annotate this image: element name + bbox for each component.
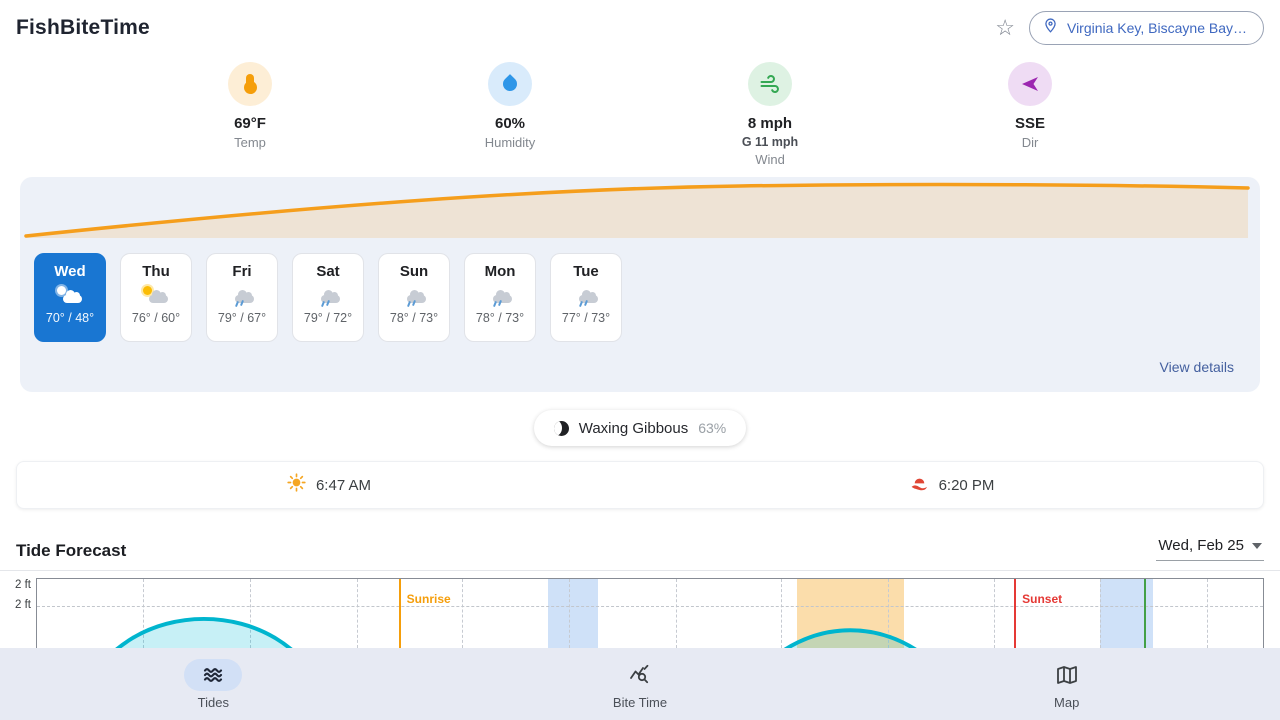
stat-temperature: 69°F Temp [120,62,380,167]
nav-label-map: Map [1054,694,1080,710]
sun-times-bar: 6:47 AM 6:20 PM [16,461,1264,509]
moon-phase-label: Waxing Gibbous [578,419,689,437]
direction-label: Dir [1021,135,1039,150]
temp-label: Temp [234,135,266,150]
day-temps: 77° / 73° [561,311,611,325]
rain-cloud-icon [399,288,429,308]
day-card-tue[interactable]: Tue 77° / 73° [550,253,622,342]
bottom-nav: Tides Bite Time Map [0,648,1280,720]
view-details-link[interactable]: View details [1159,359,1234,375]
sunrise-marker-label: Sunrise [406,592,451,606]
moon-phase-pill[interactable]: Waxing Gibbous 63% [533,410,747,446]
nav-arrow-icon [1008,62,1052,106]
sunset-group: 6:20 PM [640,472,1263,498]
sunset-icon [909,472,930,498]
sun-cloud-icon [55,286,85,305]
day-name: Fri [232,263,252,280]
day-name: Thu [142,263,170,280]
day-card-wed[interactable]: Wed 70° / 48° [34,253,106,342]
day-name: Sun [399,263,429,280]
rain-cloud-icon [227,288,257,308]
app-title: FishBiteTime [16,16,150,39]
thermometer-icon [228,62,272,106]
forecast-day-cards: Wed 70° / 48° Thu 76° / 60° Fri 79° / 67… [20,241,1260,342]
rain-cloud-icon [571,288,601,308]
day-temps: 78° / 73° [389,311,439,325]
rain-cloud-icon [485,288,515,308]
nav-item-map[interactable]: Map [853,648,1280,720]
day-card-sun[interactable]: Sun 78° / 73° [378,253,450,342]
tide-section-header: Tide Forecast Wed, Feb 25 [0,537,1280,571]
sunrise-group: 6:47 AM [17,472,640,498]
sunset-marker-label: Sunset [1022,592,1063,606]
humidity-value: 60% [494,115,526,132]
day-card-mon[interactable]: Mon 78° / 73° [464,253,536,342]
wind-value: 8 mph [747,115,793,132]
moon-illumination: 63% [698,420,727,436]
wind-icon [748,62,792,106]
day-temps: 70° / 48° [45,311,95,325]
sunset-time: 6:20 PM [938,476,995,494]
wind-label: Wind [755,152,785,167]
tide-date-select[interactable]: Wed, Feb 25 [1156,537,1264,561]
stat-humidity: 60% Humidity [380,62,640,167]
temperature-curve [24,182,1250,238]
sunrise-time: 6:47 AM [315,476,372,494]
crescent-moon-icon [553,420,569,436]
forecast-panel: Wed 70° / 48° Thu 76° / 60° Fri 79° / 67… [20,177,1260,392]
wind-gust: G 11 mph [741,135,799,149]
night-band [1099,579,1153,648]
droplet-icon [488,62,532,106]
day-temps: 78° / 73° [475,311,525,325]
sunrise-marker-line [398,579,401,648]
day-card-sat[interactable]: Sat 79° / 72° [292,253,364,342]
waves-icon [184,658,243,691]
day-temps: 79° / 72° [303,311,353,325]
favorite-star-icon[interactable]: ☆ [995,15,1015,40]
night-band [547,579,599,648]
day-temps: 79° / 67° [217,311,267,325]
direction-value: SSE [1014,115,1045,132]
chevron-down-icon [1252,542,1262,549]
day-name: Wed [54,263,86,280]
sunset-marker-line [1014,579,1017,648]
nav-label-tides: Tides [197,694,229,710]
tide-plot-area[interactable]: Sunrise Sunset [36,578,1264,648]
day-temps: 76° / 60° [131,311,181,325]
tide-curve [115,616,917,648]
day-card-fri[interactable]: Fri 79° / 67° [206,253,278,342]
moon-row: Waxing Gibbous 63% [0,410,1280,446]
weather-stats-row: 69°F Temp 60% Humidity 8 mph G 11 mph Wi… [120,62,1160,167]
humidity-label: Humidity [484,135,536,150]
sunrise-sun-icon [286,472,307,498]
tide-title: Tide Forecast [16,541,127,560]
day-name: Sat [316,263,340,280]
day-name: Tue [573,263,599,280]
bite-chart-icon [611,659,669,691]
details-row: View details [20,342,1260,392]
stat-direction: SSE Dir [900,62,1160,167]
rain-cloud-icon [313,288,343,308]
sun-cloud-icon [141,286,171,305]
day-card-thu[interactable]: Thu 76° / 60° [120,253,192,342]
app-header: FishBiteTime ☆ Virginia Key, Biscayne Ba… [0,0,1280,56]
tide-y-axis: 2 ft 2 ft [0,578,36,648]
location-picker-button[interactable]: Virginia Key, Biscayne Bay… [1028,11,1264,45]
y-tick-label: 2 ft [15,579,31,591]
location-pin-icon [1042,17,1059,39]
gridline [37,606,1263,607]
y-tick-label: 2 ft [15,599,31,611]
map-icon [1038,659,1096,691]
stat-wind: 8 mph G 11 mph Wind [640,62,900,167]
tide-chart: 2 ft 2 ft Sunrise Sunset [0,578,1280,648]
selected-date: Wed, Feb 25 [1158,537,1244,554]
location-label: Virginia Key, Biscayne Bay… [1066,20,1247,36]
temp-value: 69°F [234,115,266,132]
nav-label-bite-time: Bite Time [612,694,668,710]
nav-item-bite-time[interactable]: Bite Time [427,648,854,720]
nav-item-tides[interactable]: Tides [0,648,427,720]
day-name: Mon [484,263,516,280]
moonrise-marker-line [1144,579,1147,648]
